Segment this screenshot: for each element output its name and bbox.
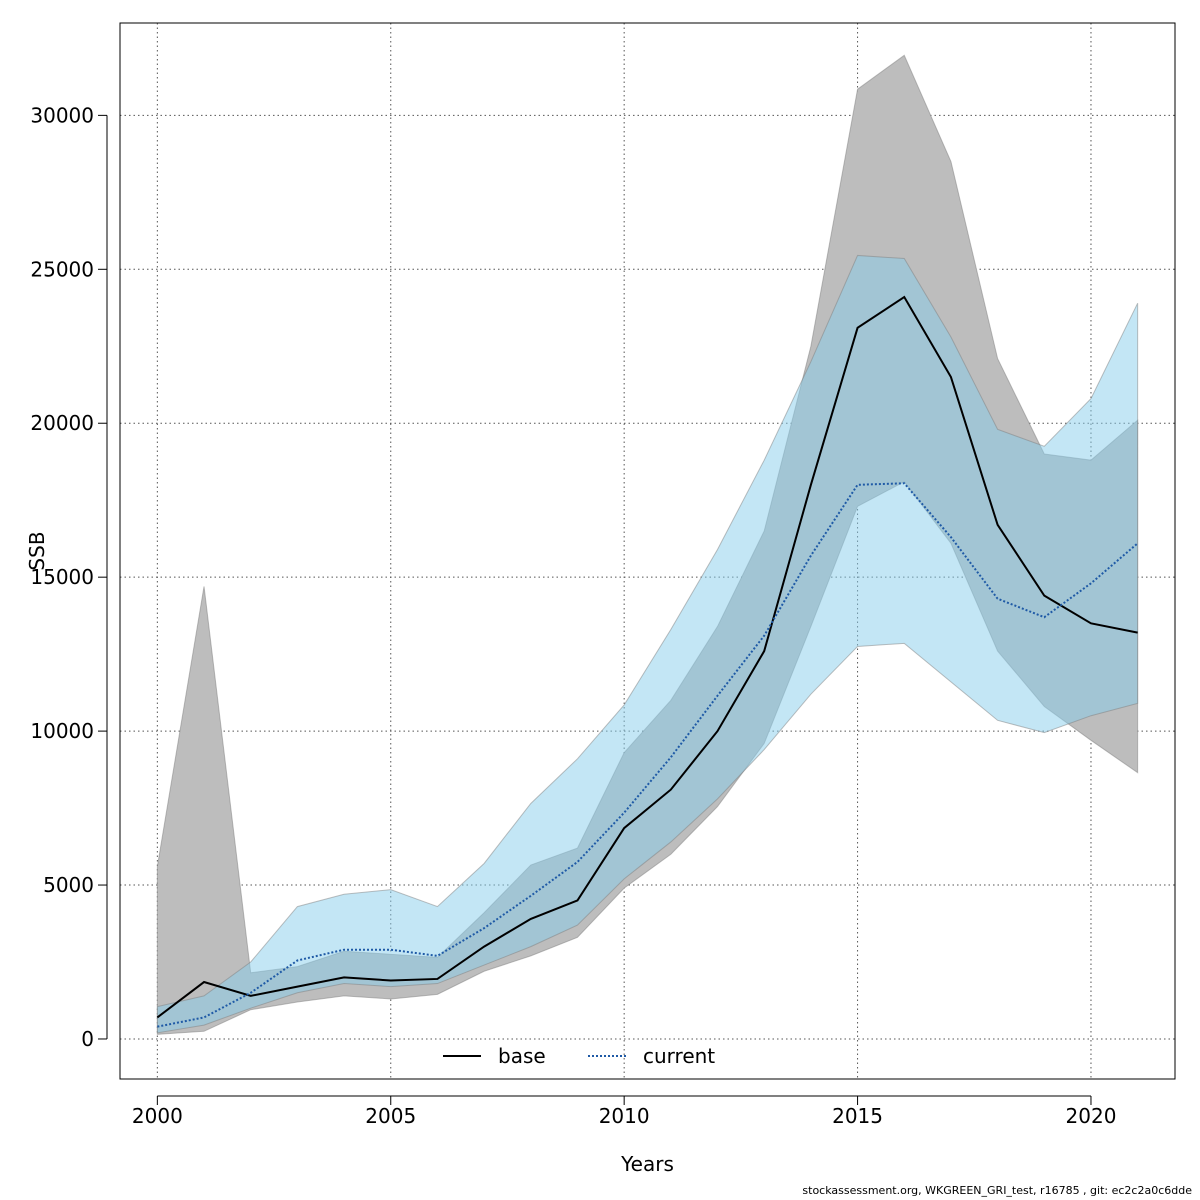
- y-tick-label-4: 20000: [30, 411, 94, 435]
- y-tick-label-2: 10000: [30, 719, 94, 743]
- x-axis-title: Years: [620, 1152, 674, 1176]
- line-current: [157, 482, 1139, 1028]
- legend-label-base: base: [498, 1044, 546, 1068]
- y-tick-label-3: 15000: [30, 565, 94, 589]
- x-axis: 2000 2005 2010 2015 2020: [132, 1095, 1117, 1128]
- y-tick-label-5: 25000: [30, 257, 94, 281]
- legend-label-current: current: [643, 1044, 715, 1068]
- x-tick-label-1: 2005: [365, 1104, 416, 1128]
- footer-note: stockassessment.org, WKGREEN_GRI_test, r…: [802, 1184, 1192, 1197]
- x-tick-label-2: 2010: [599, 1104, 650, 1128]
- confidence-bands: [156, 54, 1139, 1035]
- band-current: [156, 254, 1139, 1034]
- series-lines: [156, 295, 1139, 1028]
- x-tick-label-3: 2015: [832, 1104, 883, 1128]
- plot-frame: [119, 22, 1176, 1080]
- legend: base current: [443, 1044, 715, 1068]
- y-axis-title: SSB: [25, 531, 49, 570]
- line-base: [156, 295, 1138, 1019]
- x-tick-label-4: 2020: [1066, 1104, 1117, 1128]
- x-tick-label-0: 2000: [132, 1104, 183, 1128]
- y-tick-label-0: 0: [81, 1027, 94, 1051]
- y-axis: 0 5000 10000 15000 20000 25000 30000: [30, 103, 108, 1051]
- y-tick-label-1: 5000: [43, 873, 94, 897]
- y-tick-label-6: 30000: [30, 103, 94, 127]
